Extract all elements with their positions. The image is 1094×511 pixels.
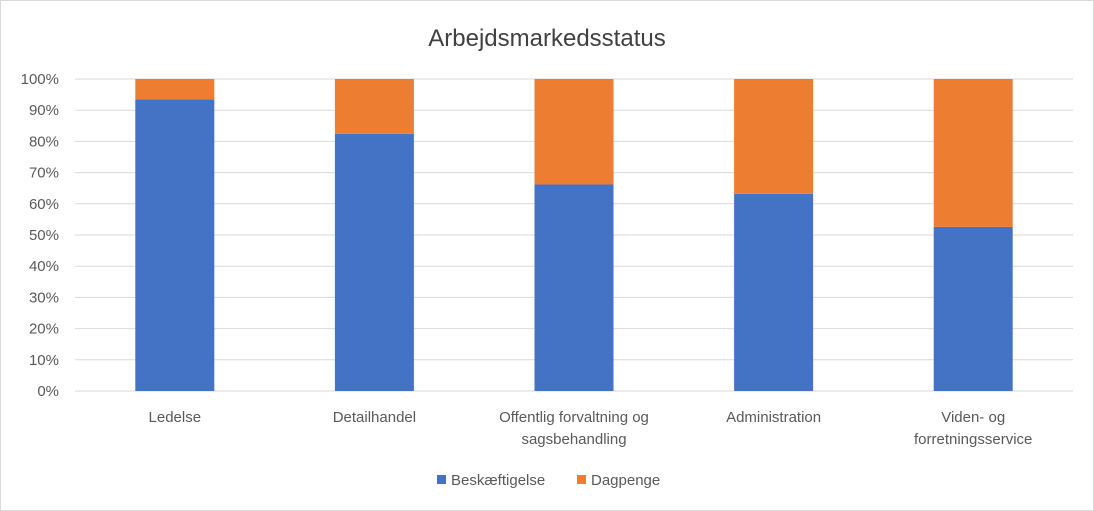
category-label: Detailhandel — [333, 409, 416, 426]
bar-segment-dagpenge — [734, 79, 814, 194]
bar-segment-beskaeftigelse — [334, 133, 414, 392]
category-label: Ledelse — [149, 409, 202, 426]
bar-segment-beskaeftigelse — [734, 193, 814, 391]
y-tick-label: 70% — [29, 165, 59, 182]
bar-segment-beskaeftigelse — [933, 226, 1013, 391]
category-label: Administration — [726, 409, 821, 426]
bar-segment-dagpenge — [334, 79, 414, 134]
bar-segment-beskaeftigelse — [534, 184, 614, 391]
bar-segment-dagpenge — [933, 79, 1013, 227]
y-tick-label: 30% — [29, 289, 59, 306]
category-label: sagsbehandling — [521, 431, 626, 448]
bars — [135, 79, 1013, 392]
y-tick-label: 40% — [29, 258, 59, 275]
bar-segment-dagpenge — [534, 79, 614, 185]
y-axis-ticks: 0% 10% 20% 30% 40% 50% 60% 70% 80% 90% 100% — [21, 71, 59, 400]
x-axis-categories: Ledelse Detailhandel Offentlig forvaltning… — [149, 409, 1033, 448]
category-label: forretningsservice — [914, 431, 1032, 448]
y-tick-label: 50% — [29, 227, 59, 244]
legend-swatch — [437, 475, 446, 484]
bar-segment-beskaeftigelse — [135, 99, 215, 391]
y-tick-label: 10% — [29, 352, 59, 369]
chart-title: Arbejdsmarkedsstatus — [428, 25, 665, 52]
legend-label: Dagpenge — [591, 472, 660, 489]
y-tick-label: 100% — [21, 71, 59, 88]
y-tick-label: 0% — [37, 383, 59, 400]
legend: Beskæftigelse Dagpenge — [437, 472, 660, 489]
category-label: Viden- og — [941, 409, 1005, 426]
legend-swatch — [577, 475, 586, 484]
legend-label: Beskæftigelse — [451, 472, 545, 489]
y-tick-label: 60% — [29, 196, 59, 213]
y-tick-label: 20% — [29, 321, 59, 338]
y-tick-label: 90% — [29, 102, 59, 119]
y-tick-label: 80% — [29, 133, 59, 150]
bar-segment-dagpenge — [135, 79, 215, 100]
category-label: Offentlig forvaltning og — [499, 409, 649, 426]
